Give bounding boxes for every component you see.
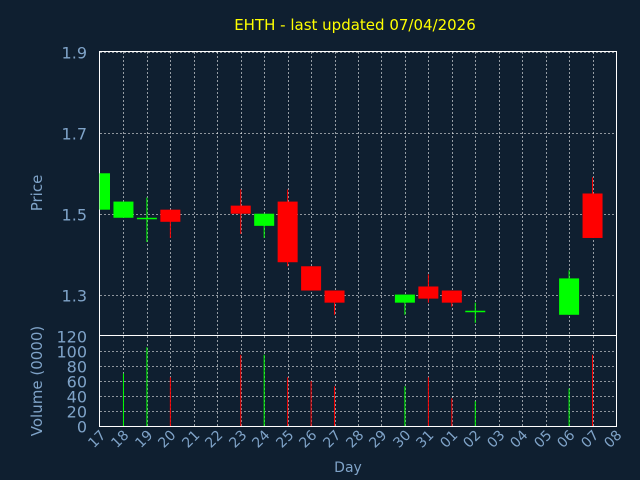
price-grid <box>100 52 616 335</box>
candle-body <box>160 209 181 222</box>
volume-tick-label: 120 <box>56 328 87 347</box>
volume-tick-label: 40 <box>67 388 87 407</box>
candle-body <box>582 193 603 238</box>
day-tick-label: 30 <box>390 428 414 452</box>
day-tick-label: 05 <box>531 428 555 452</box>
candle-body <box>394 294 415 303</box>
candle-body <box>254 213 275 226</box>
volume-tick-label: 100 <box>56 343 87 362</box>
day-axis: 17 18 19 20 21 22 23 24 25 26 27 28 29 30 31 01 02 03 04 05… <box>85 427 625 451</box>
volume-panel-frame <box>99 335 617 427</box>
day-tick-label: 27 <box>320 428 344 452</box>
day-tick-label: 18 <box>108 428 132 452</box>
day-tick-label: 04 <box>507 427 531 451</box>
price-tick-label: 1.7 <box>62 125 87 144</box>
day-tick-label: 06 <box>554 427 578 451</box>
day-tick-label: 26 <box>296 427 320 451</box>
price-tick-label: 1.5 <box>62 206 87 225</box>
candle-body <box>418 286 439 299</box>
candle-body <box>230 205 251 214</box>
candle-body <box>559 278 580 315</box>
day-tick-label: 19 <box>132 428 156 452</box>
day-tick-label: 31 <box>413 428 437 452</box>
price-tick-label: 1.3 <box>62 287 87 306</box>
volume-tick-label: 20 <box>67 403 87 422</box>
day-tick-label: 17 <box>85 428 109 452</box>
candle-body <box>277 201 298 263</box>
candle-body <box>441 290 462 303</box>
day-tick-label: 07 <box>578 428 602 452</box>
price-axis: 1.3 1.5 1.7 1.9 <box>62 44 87 306</box>
volume-grid <box>100 336 616 426</box>
day-tick-label: 29 <box>366 428 390 452</box>
day-tick-label: 22 <box>202 428 226 452</box>
price-axis-label: Price <box>28 175 46 212</box>
volume-tick-label: 80 <box>67 358 87 377</box>
day-tick-label: 28 <box>343 428 367 452</box>
day-tick-label: 03 <box>484 428 508 452</box>
day-tick-label: 20 <box>155 428 179 452</box>
price-tick-label: 1.9 <box>62 44 87 63</box>
day-tick-label: 21 <box>179 428 203 452</box>
volume-axis-label: Volume (0000) <box>28 326 46 436</box>
volume-bars <box>122 347 594 426</box>
chart-title: EHTH - last updated 07/04/2026 <box>234 16 476 34</box>
candle-body <box>465 310 486 313</box>
candle-body <box>113 201 134 218</box>
price-panel-frame <box>99 51 617 336</box>
day-tick-label: 01 <box>437 428 461 452</box>
candle-body <box>324 290 345 303</box>
day-tick-label: 08 <box>601 428 625 452</box>
candle-body <box>136 217 157 220</box>
candles <box>99 173 603 323</box>
volume-tick-label: 60 <box>67 373 87 392</box>
day-tick-label: 25 <box>273 428 297 452</box>
candle-body <box>100 173 110 210</box>
day-tick-label: 24 <box>249 427 273 451</box>
candle-body <box>301 266 322 291</box>
day-tick-label: 23 <box>226 428 250 452</box>
volume-tick-label: 0 <box>77 418 87 437</box>
day-axis-label: Day <box>334 460 362 476</box>
day-tick-label: 02 <box>460 428 484 452</box>
